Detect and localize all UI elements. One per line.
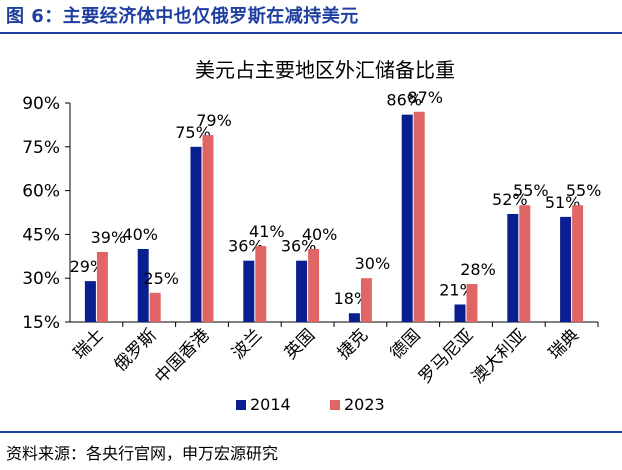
x-tick-label: 瑞典	[545, 325, 583, 363]
data-label-2023: 25%	[143, 269, 179, 288]
data-label-2023: 28%	[460, 260, 496, 279]
y-tick-label: 30%	[22, 269, 60, 289]
data-label-2014: 52%	[492, 190, 528, 209]
data-label-2014: 86%	[386, 91, 422, 110]
bar-2014	[190, 146, 202, 322]
data-label-2023: 41%	[249, 222, 285, 241]
data-label-2014: 18%	[334, 289, 370, 308]
data-label-2023: 87%	[407, 88, 443, 107]
figure-title: 图 6：主要经济体中也仅俄罗斯在减持美元	[6, 6, 359, 27]
bar-2023	[572, 205, 584, 322]
legend-label-2023: 2023	[344, 395, 385, 414]
bar-2014	[454, 304, 466, 322]
x-tick-label: 澳大利亚	[468, 325, 530, 387]
bar-2023	[149, 292, 161, 322]
x-tick-label: 中国香港	[151, 325, 213, 387]
bar-2014	[401, 114, 413, 323]
y-tick-label: 60%	[22, 182, 60, 202]
x-tick-label: 瑞士	[70, 325, 108, 363]
data-label-2023: 30%	[355, 254, 391, 273]
chart-title: 美元占主要地区外汇储备比重	[195, 58, 455, 82]
bar-2023	[96, 251, 108, 322]
x-tick-label: 德国	[387, 325, 425, 363]
bar-2023	[413, 111, 425, 322]
data-label-2014: 36%	[228, 237, 264, 256]
bar-2023	[202, 135, 214, 322]
bar-2014	[84, 281, 96, 322]
bar-2014	[507, 213, 519, 322]
data-label-2023: 39%	[91, 228, 127, 247]
bar-2014	[348, 313, 360, 322]
y-tick-label: 90%	[22, 94, 60, 114]
data-label-2023: 55%	[566, 181, 602, 200]
x-tick-label: 波兰	[228, 325, 266, 363]
bar-chart: 美元占主要地区外汇储备比重 15% 30% 45% 60% 75% 90% 29% 39% 瑞士…	[22, 58, 601, 414]
data-label-2014: 21%	[439, 280, 475, 299]
bar-2014	[137, 249, 149, 322]
x-tick-label: 英国	[281, 325, 319, 363]
legend-swatch-2014	[236, 400, 246, 410]
data-label-2014: 36%	[281, 237, 317, 256]
legend-label-2014: 2014	[250, 395, 291, 414]
bar-2023	[360, 278, 372, 322]
bar-2023	[466, 284, 478, 322]
data-label-2014: 40%	[122, 225, 158, 244]
bottom-divider	[0, 431, 622, 433]
legend: 2014 2023	[236, 395, 385, 414]
source-note: 资料来源：各央行官网，申万宏源研究	[6, 444, 279, 463]
legend-swatch-2023	[330, 400, 340, 410]
bar-2014	[560, 216, 572, 322]
bar-2023	[308, 249, 320, 322]
bar-2014	[243, 260, 255, 322]
data-label-2023: 55%	[513, 181, 549, 200]
y-tick-label: 75%	[22, 138, 60, 158]
y-tick-label: 15%	[22, 313, 60, 333]
bar-2023	[255, 246, 267, 322]
data-label-2014: 29%	[70, 257, 106, 276]
data-label-2023: 79%	[196, 111, 232, 130]
data-label-2023: 40%	[302, 225, 338, 244]
x-tick-label: 俄罗斯	[111, 325, 161, 375]
x-tick-label: 捷克	[334, 325, 372, 363]
bar-2014	[296, 260, 308, 322]
bar-2023	[519, 205, 531, 322]
data-label-2014: 75%	[175, 123, 211, 142]
x-tick-label: 罗马尼亚	[415, 325, 477, 387]
data-label-2014: 51%	[545, 193, 581, 212]
top-divider	[0, 32, 622, 34]
y-tick-label: 45%	[22, 225, 60, 245]
plot-area: 15%30%45%60%75%90%29%39%瑞士40%25%俄罗斯75%79…	[22, 88, 601, 388]
